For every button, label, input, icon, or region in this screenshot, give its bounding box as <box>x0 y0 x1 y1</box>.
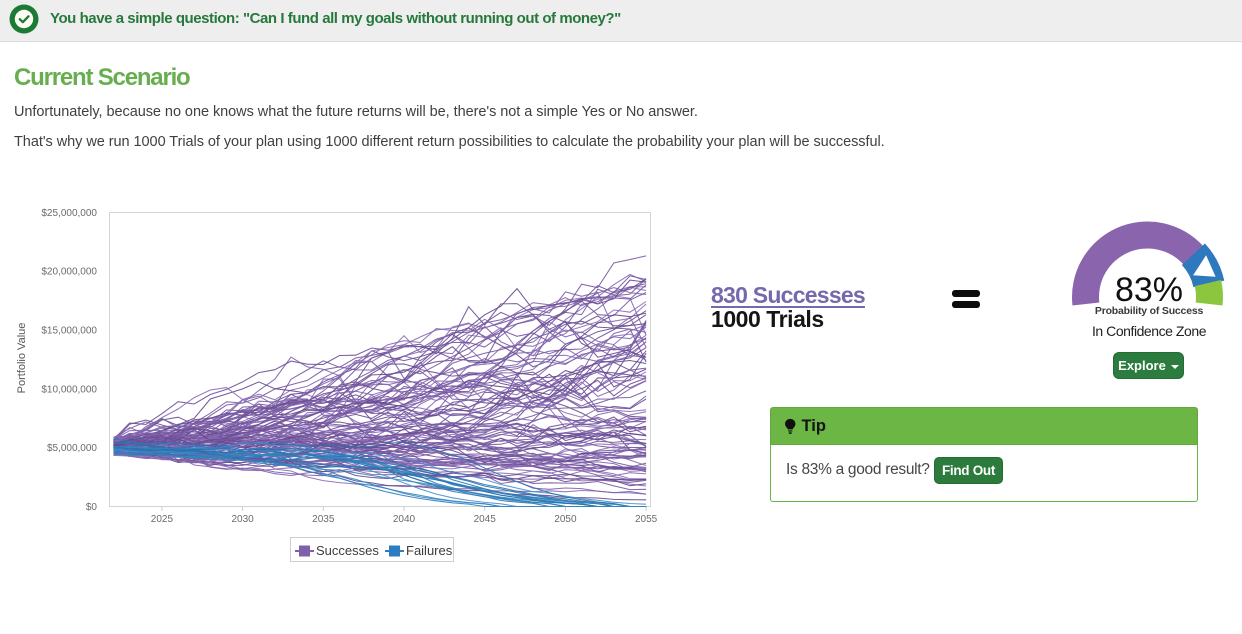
svg-text:$25,000,000: $25,000,000 <box>41 208 97 219</box>
svg-text:$5,000,000: $5,000,000 <box>47 443 97 454</box>
svg-text:$10,000,000: $10,000,000 <box>41 384 97 395</box>
svg-text:$0: $0 <box>86 502 98 513</box>
svg-text:$20,000,000: $20,000,000 <box>41 267 97 278</box>
svg-text:2025: 2025 <box>151 514 174 525</box>
svg-text:Failures: Failures <box>406 543 453 558</box>
svg-text:Portfolio Value: Portfolio Value <box>16 323 28 394</box>
svg-text:2035: 2035 <box>312 514 335 525</box>
svg-text:2055: 2055 <box>635 514 658 525</box>
svg-text:2030: 2030 <box>231 514 254 525</box>
svg-text:Successes: Successes <box>316 543 379 558</box>
svg-text:2045: 2045 <box>474 514 497 525</box>
svg-text:2040: 2040 <box>393 514 416 525</box>
svg-text:$15,000,000: $15,000,000 <box>41 326 97 337</box>
svg-text:2050: 2050 <box>554 514 577 525</box>
